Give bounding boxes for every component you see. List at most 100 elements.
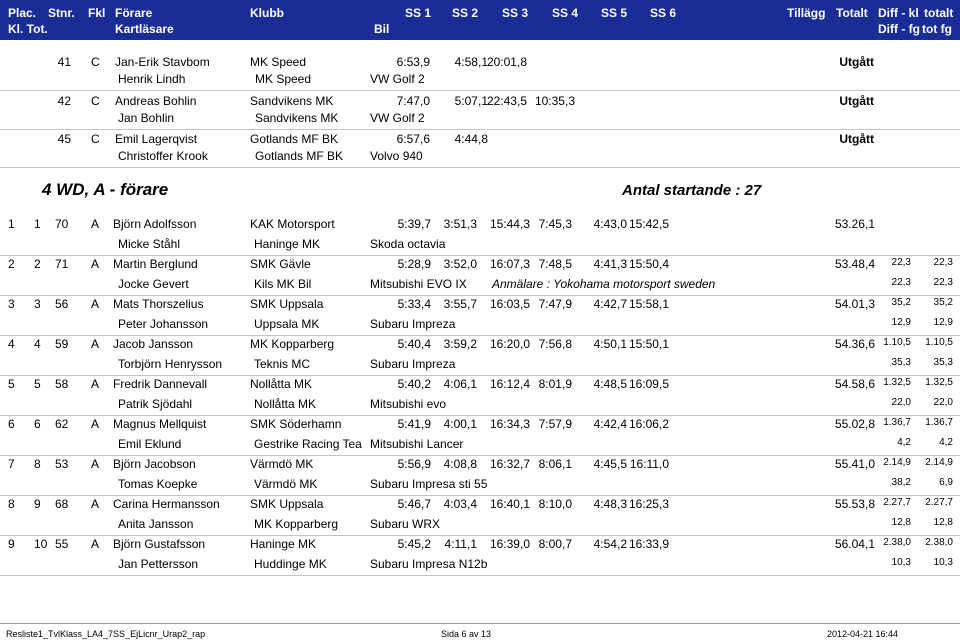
header-row2-2: Bil [374, 22, 390, 36]
diff-previous-total: 10,3 [933, 557, 953, 568]
stage-time: 5:28,9 [397, 257, 431, 271]
codriver-name: Tomas Koepke [118, 477, 198, 491]
stage-time: 4:58,1 [454, 55, 488, 69]
car-model: Mitsubishi evo [370, 397, 447, 411]
stage-time: 16:12,4 [489, 377, 530, 391]
diff-total: 35,2 [933, 297, 953, 308]
start-number: 58 [55, 377, 69, 391]
codriver-club: Teknis MC [254, 357, 311, 371]
club-name: Sandvikens MK [250, 94, 334, 108]
class-placing: 2 [8, 257, 15, 271]
diff-class: 1.10,5 [883, 337, 911, 348]
club-name: SMK Uppsala [250, 297, 324, 311]
diff-total: 1.10,5 [925, 337, 953, 348]
class-code: A [91, 537, 100, 551]
overall-placing: 2 [34, 257, 41, 271]
stage-time: 6:57,6 [396, 132, 430, 146]
total-time: 54.58,6 [834, 377, 875, 391]
stage-time: 4:48,3 [593, 497, 627, 511]
overall-placing: 3 [34, 297, 41, 311]
stage-time: 5:56,9 [397, 457, 431, 471]
starters-count: Antal startande : 27 [622, 182, 762, 199]
stage-time: 16:25,3 [628, 497, 669, 511]
footer-report-name: Resliste1_TvlKlass_LA4_7SS_EjLicnr_Urap2… [6, 629, 206, 639]
club-name: SMK Uppsala [250, 497, 324, 511]
stage-time: 15:58,1 [628, 297, 669, 311]
codriver-name: Peter Johansson [118, 317, 209, 331]
stage-time: 22:43,5 [486, 94, 527, 108]
stage-time: 7:56,8 [538, 337, 572, 351]
header-row2-0: Kl. Tot. [8, 22, 48, 36]
car-model: Subaru Impresa sti 55 [370, 477, 488, 491]
start-number: 41 [57, 55, 71, 69]
class-code: A [91, 257, 100, 271]
car-model: Skoda octavia [370, 237, 446, 251]
codriver-name: Christoffer Krook [118, 149, 208, 163]
club-name: MK Kopparberg [250, 337, 335, 351]
diff-previous-class: 35,3 [891, 357, 911, 368]
stage-time: 4:43,0 [593, 217, 627, 231]
total-time: 53.26,1 [834, 217, 875, 231]
diff-previous-total: 22,0 [933, 397, 953, 408]
stage-time: 4:11,1 [444, 537, 477, 551]
stage-time: 16:34,3 [489, 417, 530, 431]
diff-previous-class: 12,8 [891, 517, 911, 528]
diff-class: 1.36,7 [883, 417, 911, 428]
driver-name: Martin Berglund [113, 257, 198, 271]
stage-time: 4:42,4 [593, 417, 627, 431]
stage-time: 4:54,2 [593, 537, 627, 551]
diff-total: 1.36,7 [925, 417, 953, 428]
club-name: MK Speed [250, 55, 307, 69]
codriver-name: Jan Pettersson [118, 557, 199, 571]
stage-time: 16:32,7 [489, 457, 530, 471]
header-col-10: SS 6 [650, 6, 677, 20]
diff-total: 2.38,0 [925, 537, 953, 548]
codriver-name: Jan Bohlin [118, 111, 175, 125]
diff-previous-total: 12,9 [933, 317, 953, 328]
stage-time: 16:33,9 [628, 537, 669, 551]
stage-time: 16:20,0 [489, 337, 530, 351]
driver-name: Carina Hermansson [113, 497, 220, 511]
header-col-12: Totalt [836, 6, 868, 20]
codriver-name: Emil Eklund [118, 437, 182, 451]
start-number: 68 [55, 497, 69, 511]
row-divider [0, 335, 960, 336]
class-code: A [91, 457, 100, 471]
codriver-club: MK Speed [255, 72, 312, 86]
class-placing: 5 [8, 377, 15, 391]
total-time: 54.01,3 [834, 297, 875, 311]
diff-class: 22,3 [891, 257, 911, 268]
diff-total: 22,3 [933, 257, 953, 268]
class-placing: 8 [8, 497, 15, 511]
row-divider [0, 455, 960, 456]
diff-previous-class: 12,9 [891, 317, 911, 328]
diff-total: 2.27,7 [925, 497, 953, 508]
start-number: 55 [55, 537, 69, 551]
club-name: Haninge MK [250, 537, 317, 551]
status-badge: Utgått [839, 55, 874, 69]
overall-placing: 8 [34, 457, 41, 471]
stage-time: 7:47,0 [396, 94, 430, 108]
codriver-name: Henrik Lindh [118, 72, 186, 86]
stage-time: 5:41,9 [397, 417, 431, 431]
header-col-1: Stnr. [48, 6, 75, 20]
diff-class: 35,2 [891, 297, 911, 308]
header-col-5: SS 1 [405, 6, 432, 20]
club-name: KAK Motorsport [250, 217, 335, 231]
diff-previous-class: 22,3 [891, 277, 911, 288]
diff-previous-class: 4,2 [897, 437, 911, 448]
overall-placing: 10 [34, 537, 48, 551]
class-code: A [91, 217, 100, 231]
stage-time: 3:55,7 [443, 297, 477, 311]
overall-placing: 6 [34, 417, 41, 431]
row-divider [0, 535, 960, 536]
codriver-club: Haninge MK [254, 237, 321, 251]
entrant-note: Anmälare : Yokohama motorsport sweden [492, 277, 716, 291]
stage-time: 8:06,1 [538, 457, 572, 471]
stage-time: 5:33,4 [397, 297, 431, 311]
row-divider [0, 167, 960, 168]
codriver-club: Värmdö MK [254, 477, 318, 491]
stage-time: 15:42,5 [628, 217, 669, 231]
stage-time: 7:57,9 [538, 417, 572, 431]
row-divider [0, 375, 960, 376]
